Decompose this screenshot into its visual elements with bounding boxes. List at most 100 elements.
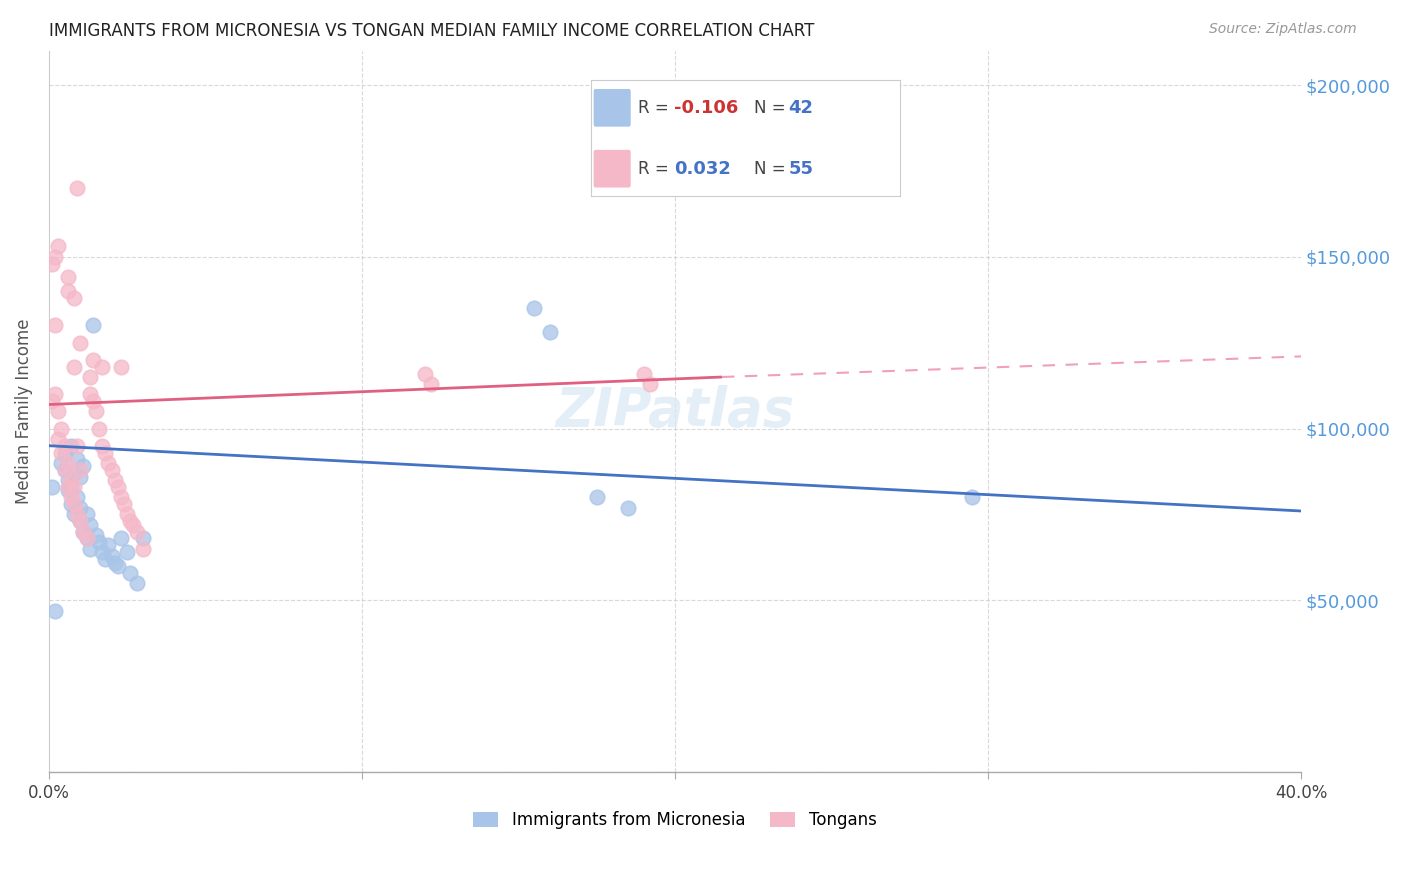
Point: [82, 394, 104, 409]
Text: 42: 42: [789, 99, 814, 117]
Point: [41, 257, 63, 271]
Point: [41, 394, 63, 409]
Point: [120, 514, 142, 528]
Point: [48, 432, 70, 446]
Point: [72, 459, 94, 474]
Point: [97, 456, 120, 470]
Point: [56, 483, 79, 498]
Point: [56, 473, 79, 487]
Point: [617, 500, 640, 515]
Point: [44, 318, 66, 333]
Point: [59, 439, 82, 453]
Point: [69, 463, 91, 477]
Point: [53, 439, 76, 453]
Point: [104, 556, 127, 570]
Point: [53, 463, 76, 477]
Point: [41, 480, 63, 494]
Point: [413, 367, 436, 381]
FancyBboxPatch shape: [593, 89, 631, 127]
Point: [59, 480, 82, 494]
Point: [132, 532, 155, 546]
Point: [66, 439, 89, 453]
Point: [638, 376, 661, 391]
Point: [56, 480, 79, 494]
Point: [122, 517, 145, 532]
Point: [107, 480, 129, 494]
Point: [120, 566, 142, 580]
Point: [100, 463, 122, 477]
Point: [132, 541, 155, 556]
Point: [79, 370, 101, 384]
Point: [110, 490, 132, 504]
Point: [63, 359, 86, 374]
FancyBboxPatch shape: [593, 150, 631, 187]
Point: [51, 445, 73, 459]
Point: [523, 301, 546, 316]
Point: [107, 558, 129, 573]
Point: [97, 538, 120, 552]
Point: [538, 326, 561, 340]
Point: [51, 456, 73, 470]
Point: [91, 439, 114, 453]
Text: Source: ZipAtlas.com: Source: ZipAtlas.com: [1209, 22, 1357, 37]
Point: [63, 466, 86, 480]
Point: [51, 421, 73, 435]
Point: [104, 473, 127, 487]
Point: [115, 545, 138, 559]
Point: [69, 500, 91, 515]
Text: R =: R =: [638, 160, 675, 178]
Point: [115, 508, 138, 522]
Y-axis label: Median Family Income: Median Family Income: [15, 318, 32, 504]
Point: [125, 576, 148, 591]
Point: [82, 352, 104, 367]
Point: [63, 497, 86, 511]
Point: [79, 387, 101, 401]
Text: N =: N =: [755, 99, 792, 117]
Point: [125, 524, 148, 539]
Point: [585, 490, 607, 504]
Point: [419, 376, 441, 391]
Point: [110, 359, 132, 374]
Point: [44, 604, 66, 618]
Point: [63, 508, 86, 522]
Point: [87, 535, 110, 549]
Point: [69, 335, 91, 350]
Point: [91, 359, 114, 374]
Point: [84, 528, 107, 542]
Point: [59, 497, 82, 511]
Point: [56, 456, 79, 470]
Point: [76, 532, 98, 546]
Text: R =: R =: [638, 99, 675, 117]
Point: [84, 404, 107, 418]
Point: [76, 508, 98, 522]
Point: [48, 404, 70, 418]
Text: IMMIGRANTS FROM MICRONESIA VS TONGAN MEDIAN FAMILY INCOME CORRELATION CHART: IMMIGRANTS FROM MICRONESIA VS TONGAN MED…: [49, 22, 814, 40]
Point: [72, 524, 94, 539]
Point: [69, 514, 91, 528]
Point: [94, 445, 117, 459]
Point: [100, 549, 122, 563]
Point: [633, 367, 655, 381]
Point: [53, 445, 76, 459]
Point: [56, 284, 79, 298]
Text: -0.106: -0.106: [673, 99, 738, 117]
Point: [66, 508, 89, 522]
Text: 55: 55: [789, 160, 814, 178]
Legend: Immigrants from Micronesia, Tongans: Immigrants from Micronesia, Tongans: [467, 805, 883, 836]
Point: [66, 452, 89, 467]
Point: [69, 469, 91, 483]
Point: [82, 318, 104, 333]
Point: [72, 524, 94, 539]
Point: [48, 239, 70, 253]
Point: [59, 473, 82, 487]
Text: ZIPatlas: ZIPatlas: [555, 385, 794, 437]
Text: N =: N =: [755, 160, 792, 178]
Point: [66, 490, 89, 504]
Point: [112, 497, 135, 511]
Point: [44, 250, 66, 264]
Point: [94, 552, 117, 566]
Point: [53, 463, 76, 477]
Point: [962, 490, 984, 504]
Point: [110, 532, 132, 546]
Point: [87, 421, 110, 435]
